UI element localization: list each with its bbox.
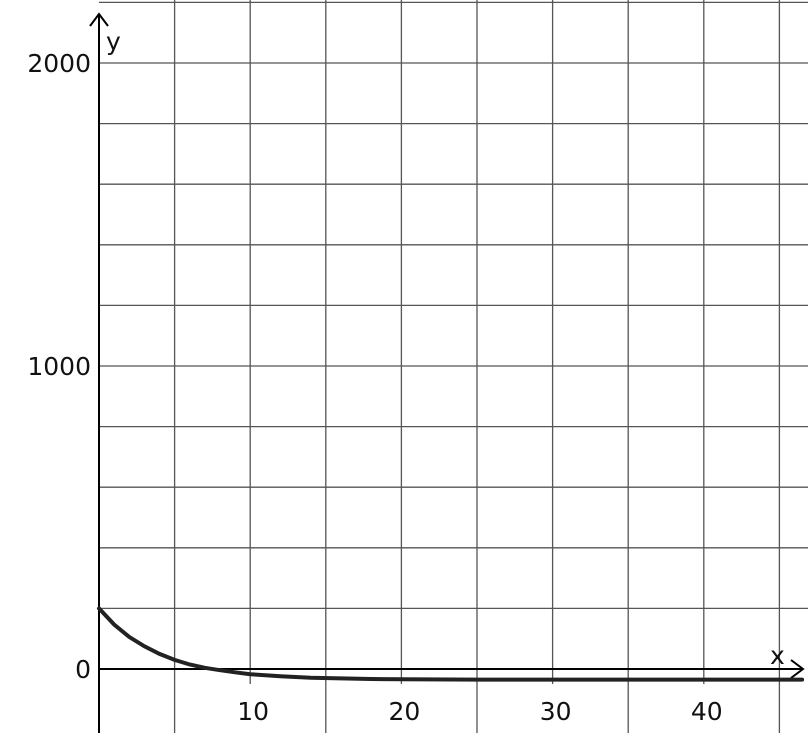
grid [99,0,808,733]
x-axis-arrow-icon [790,659,805,679]
x-tick-label-background [228,684,273,733]
x-tick-label: 40 [691,697,723,726]
x-tick-label: 30 [540,697,572,726]
y-tick-label: 2000 [27,49,91,78]
y-tick-label: 1000 [27,352,91,381]
x-tick-label: 20 [388,697,420,726]
x-tick-label-background [379,684,424,733]
tick-labels: 10 20 30 40 0 1000 2000 [27,49,726,733]
x-axis-label: x [770,641,785,670]
x-tick-label-background [681,684,726,733]
y-axis-label: y [106,27,121,56]
y-tick-label: 0 [75,655,91,684]
axes: x y [89,12,805,733]
y-axis-arrow-icon [89,12,109,27]
series-line [97,606,805,682]
x-tick-label: 10 [237,697,269,726]
x-tick-label-background [530,684,575,733]
